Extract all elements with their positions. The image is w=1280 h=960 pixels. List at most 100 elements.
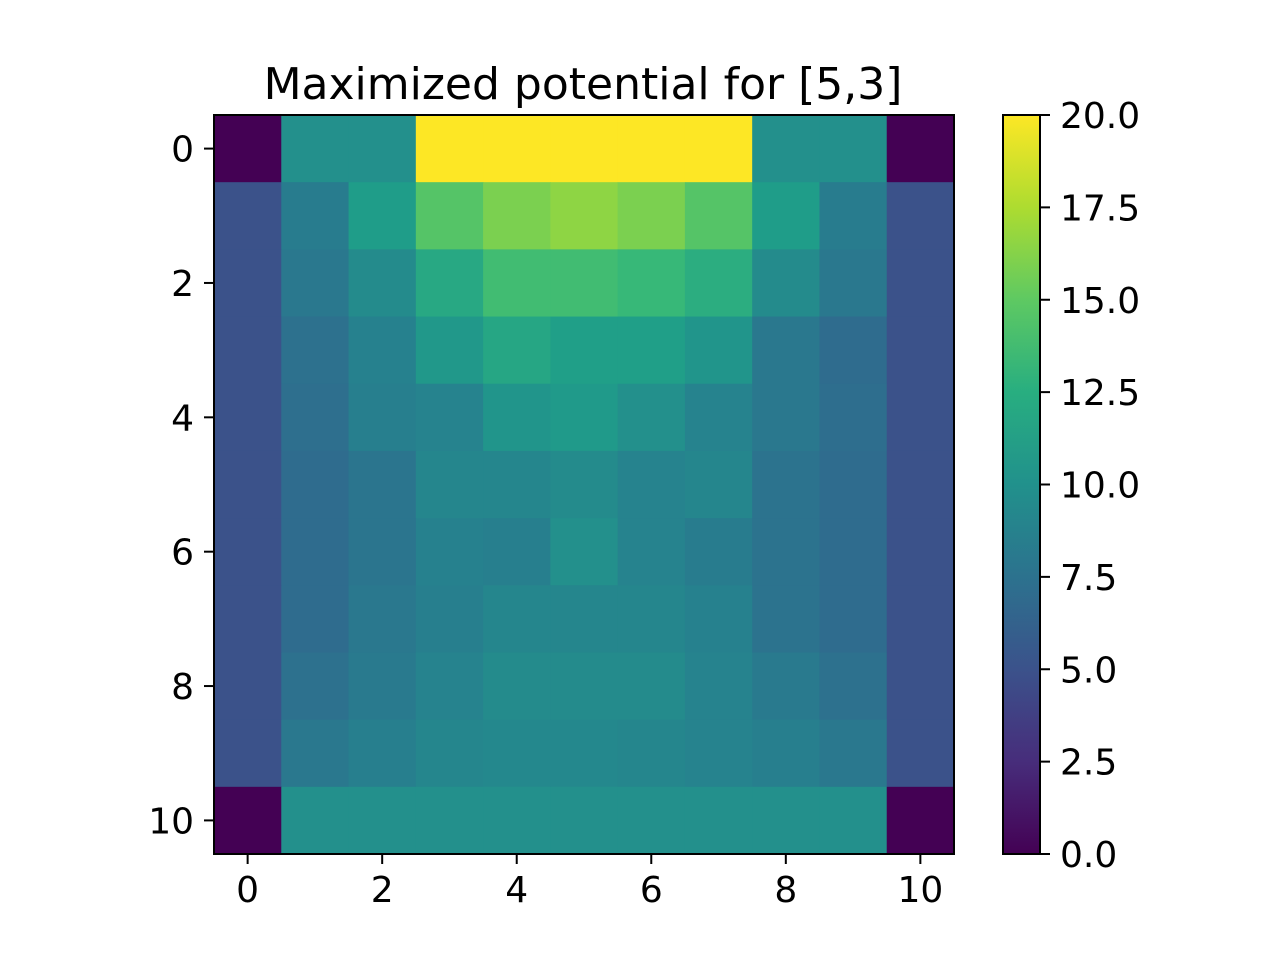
- heatmap-cell: [617, 182, 686, 250]
- heatmap-cell: [886, 518, 955, 586]
- heatmap-cell: [752, 719, 821, 788]
- heatmap-cell: [752, 786, 821, 855]
- heatmap-cell: [617, 786, 686, 855]
- chart-title: Maximized potential for [5,3]: [264, 59, 903, 110]
- heatmap-cell: [281, 786, 350, 855]
- heatmap-cell: [281, 115, 350, 183]
- heatmap-cell: [281, 585, 350, 654]
- heatmap-cell: [617, 249, 686, 318]
- heatmap-cell: [752, 182, 821, 250]
- heatmap-cell: [819, 383, 888, 452]
- heatmap-cell: [617, 316, 686, 385]
- heatmap-cell: [819, 518, 888, 586]
- heatmap-cell: [281, 249, 350, 318]
- heatmap-cell: [886, 182, 955, 250]
- heatmap-cell: [886, 719, 955, 788]
- heatmap-cell: [483, 115, 551, 183]
- heatmap-cell: [415, 585, 484, 654]
- heatmap-cell: [214, 719, 282, 788]
- heatmap-cell: [214, 585, 282, 654]
- heatmap-cell: [684, 316, 753, 385]
- heatmap-cell: [483, 652, 551, 721]
- heatmap-cell: [348, 383, 417, 452]
- heatmap-cell: [483, 786, 551, 855]
- heatmap-cell: [752, 249, 821, 318]
- heatmap-cell: [550, 115, 619, 183]
- heatmap-cell: [886, 652, 955, 721]
- heatmap-cell: [684, 719, 753, 788]
- heatmap-cell: [684, 182, 753, 250]
- heatmap-cell: [684, 450, 753, 519]
- heatmap-cell: [886, 316, 955, 385]
- colorbar-axis: 0.0 2.5 5.0 7.5 10.0 12.5 15.0 17.5 20.0: [1040, 96, 1140, 876]
- heatmap-cell: [617, 652, 686, 721]
- heatmap-cell: [348, 450, 417, 519]
- heatmap-cell: [550, 786, 619, 855]
- y-tick-label: 4: [171, 398, 194, 439]
- heatmap-cell: [483, 182, 551, 250]
- heatmap-cell: [617, 383, 686, 452]
- heatmap-cell: [214, 786, 282, 855]
- heatmap-cell: [281, 182, 350, 250]
- heatmap-cell: [886, 585, 955, 654]
- heatmap-cell: [550, 316, 619, 385]
- heatmap-cell: [348, 652, 417, 721]
- colorbar-tick-label: 12.5: [1060, 373, 1140, 414]
- heatmap-cell: [550, 518, 619, 586]
- heatmap-cell: [415, 316, 484, 385]
- heatmap-cell: [214, 383, 282, 452]
- heatmap-cell: [819, 316, 888, 385]
- heatmap-cell: [550, 383, 619, 452]
- colorbar-tick-label: 10.0: [1060, 466, 1140, 507]
- heatmap-cell: [752, 316, 821, 385]
- heatmap-cell: [819, 652, 888, 721]
- colorbar-tick-label: 17.5: [1060, 188, 1140, 229]
- heatmap-cell: [886, 450, 955, 519]
- heatmap-cell: [886, 383, 955, 452]
- colorbar-tick-label: 7.5: [1060, 558, 1117, 599]
- plot-frame: [213, 114, 955, 855]
- x-tick-label: 4: [505, 870, 528, 911]
- heatmap-cell: [415, 115, 484, 183]
- colorbar-tick-label: 5.0: [1060, 650, 1117, 691]
- heatmap-cell: [617, 450, 686, 519]
- heatmap-cell: [415, 719, 484, 788]
- heatmap-cell: [281, 518, 350, 586]
- heatmap-cell: [550, 719, 619, 788]
- heatmap-cell: [348, 316, 417, 385]
- y-tick-label: 0: [171, 130, 194, 171]
- heatmap-cell: [348, 115, 417, 183]
- colorbar-tick-label: 0.0: [1060, 835, 1117, 876]
- heatmap-cell: [214, 518, 282, 586]
- heatmap-cell: [415, 652, 484, 721]
- x-axis: 0 2 4 6 8 10: [236, 854, 943, 911]
- heatmap-cell: [348, 585, 417, 654]
- heatmap-cell: [415, 182, 484, 250]
- heatmap-cells: [214, 115, 955, 855]
- colorbar-tick-label: 15.0: [1060, 281, 1140, 322]
- heatmap-cell: [415, 450, 484, 519]
- heatmap-cell: [483, 719, 551, 788]
- heatmap-cell: [415, 786, 484, 855]
- y-tick-label: 10: [148, 801, 194, 842]
- heatmap-cell: [617, 585, 686, 654]
- heatmap-cell: [214, 450, 282, 519]
- heatmap-cell: [617, 719, 686, 788]
- heatmap-cell: [483, 585, 551, 654]
- heatmap-cell: [550, 450, 619, 519]
- heatmap-cell: [684, 383, 753, 452]
- y-tick-label: 2: [171, 264, 194, 305]
- heatmap-cell: [415, 249, 484, 318]
- heatmap-cell: [550, 652, 619, 721]
- heatmap-cell: [348, 786, 417, 855]
- heatmap-cell: [214, 316, 282, 385]
- heatmap-cell: [281, 316, 350, 385]
- heatmap-cell: [684, 652, 753, 721]
- x-tick-label: 8: [774, 870, 797, 911]
- x-tick-label: 0: [236, 870, 259, 911]
- heatmap-cell: [281, 652, 350, 721]
- heatmap-cell: [483, 518, 551, 586]
- heatmap-cell: [214, 249, 282, 318]
- heatmap-cell: [483, 450, 551, 519]
- x-tick-label: 10: [897, 870, 943, 911]
